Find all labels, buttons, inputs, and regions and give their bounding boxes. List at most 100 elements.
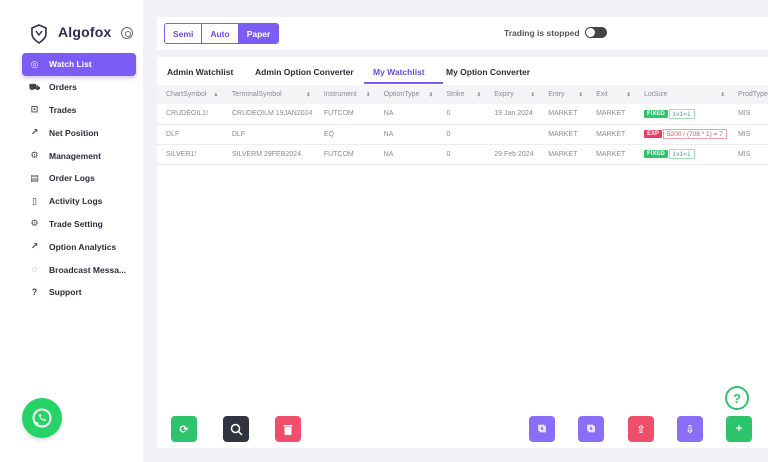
cart-icon: ⛟ — [28, 81, 41, 92]
cell-strike: 0 — [446, 110, 451, 118]
sidebar-item-watch-list[interactable]: ◎ Watch List — [22, 53, 136, 76]
watchlist-table: ChartSymbol ▲ TerminalSymbol ⬍ Instrument ⬍… — [157, 85, 768, 165]
cell-lot-size: FIXED 1x1=1 — [635, 144, 729, 164]
search-button[interactable] — [223, 416, 249, 442]
sidebar-item-net-position[interactable]: ↗ Net Position — [22, 121, 136, 144]
cell-strike: 0 — [446, 150, 451, 158]
sidebar-item-order-logs[interactable]: ▤ Order Logs — [22, 167, 136, 190]
cell-exit: MARKET — [596, 130, 626, 138]
cell-lot-size: FIXED 1x1=1 — [635, 104, 729, 124]
sort-icon: ⬍ — [476, 92, 482, 98]
copy-icon: ⧉ — [538, 422, 546, 435]
search-icon — [230, 423, 243, 436]
column-header[interactable]: Expiry ⬍ — [494, 91, 536, 98]
cell-option-type: NA — [383, 130, 394, 138]
sidebar-item-trades[interactable]: ⊡ Trades — [22, 99, 136, 122]
tab-my-watchlist[interactable]: My Watchlist — [373, 67, 425, 77]
sidebar-item-label: Management — [49, 150, 101, 161]
sidebar-item-management[interactable]: ⚙ Management — [22, 144, 136, 167]
cell-chart-symbol: DLF — [166, 130, 180, 138]
trend-icon: ↗ — [30, 127, 39, 138]
upload-button[interactable]: ⇧ — [628, 416, 654, 442]
gear-icon[interactable] — [121, 27, 133, 39]
sidebar-item-label: Support — [49, 287, 82, 298]
trash-icon — [283, 424, 293, 435]
column-header[interactable]: Strike ⬍ — [446, 91, 482, 98]
cell-prod-type: MIS — [737, 110, 751, 118]
eye-icon: ◎ — [30, 58, 39, 69]
lot-badge-fixed: FIXED — [644, 109, 668, 118]
copy-icon: ⧉ — [587, 422, 595, 435]
refresh-button[interactable]: ⟳ — [171, 416, 197, 442]
plus-icon: + — [735, 423, 743, 435]
sidebar-item-label: Order Logs — [49, 173, 95, 184]
column-header[interactable]: TerminalSymbol ⬍ — [231, 91, 311, 98]
cell-strike: 0 — [446, 130, 451, 138]
copy-button[interactable]: ⧉ — [529, 416, 555, 442]
sidebar-item-orders[interactable]: ⛟ Orders — [22, 76, 136, 99]
table-header-row: ChartSymbol ▲ TerminalSymbol ⬍ Instrument ⬍… — [157, 85, 768, 104]
table-row[interactable]: DLF DLF EQ NA 0 MARKET MARKET EXP 5200 / … — [157, 124, 768, 144]
trend-icon: ↗ — [30, 241, 39, 252]
column-header[interactable]: Exit ⬍ — [596, 91, 631, 98]
sort-icon: ⬍ — [578, 92, 584, 98]
column-header[interactable]: OptionType ⬍ — [383, 91, 434, 98]
mode-paper-button[interactable]: Paper — [238, 24, 279, 43]
active-tab-indicator — [364, 82, 443, 84]
sidebar-item-broadcast-messages[interactable]: ◌ Broadcast Messa... — [22, 258, 136, 281]
table-row[interactable]: SILVER1! SILVERM 29FEB2024 FUTCOM NA 0 2… — [157, 144, 768, 164]
sidebar-item-label: Trade Setting — [49, 218, 103, 229]
add-button[interactable]: + — [726, 416, 752, 442]
cog-icon: ⚙ — [30, 150, 39, 161]
brand-name: Algofox — [58, 24, 112, 40]
sidebar-item-label: Broadcast Messa... — [49, 264, 127, 275]
trading-toggle[interactable] — [585, 27, 607, 38]
sidebar-item-label: Orders — [49, 82, 77, 93]
cell-terminal-symbol: DLF — [231, 130, 246, 138]
sidebar-item-support[interactable]: ? Support — [22, 281, 136, 304]
cell-terminal-symbol: SILVERM 29FEB2024 — [231, 150, 301, 158]
cell-exit: MARKET — [596, 150, 626, 158]
cell-expiry — [485, 124, 539, 144]
book-icon: ▯ — [32, 195, 37, 206]
trading-mode-group: Semi Auto Paper — [164, 23, 280, 44]
cell-chart-symbol: SILVER1! — [166, 150, 197, 158]
column-header[interactable]: ChartSymbol ▲ — [166, 91, 219, 98]
column-header[interactable]: LotSize ⬍ — [644, 91, 725, 98]
delete-button[interactable] — [275, 416, 301, 442]
tab-admin-option-converter[interactable]: Admin Option Converter — [255, 67, 354, 77]
help-circle-icon: ? — [733, 390, 741, 406]
download-button[interactable]: ⇩ — [677, 416, 703, 442]
cell-entry: MARKET — [548, 110, 578, 118]
table-row[interactable]: CRUDEOIL1! CRUDEOILM 19JAN2024 FUTCOM NA… — [157, 104, 768, 124]
download-icon: ⇩ — [685, 423, 695, 436]
cell-instrument: EQ — [323, 130, 334, 138]
copy-button-2[interactable]: ⧉ — [578, 416, 604, 442]
cell-instrument: FUTCOM — [323, 110, 354, 118]
sidebar-nav: ◎ Watch List ⛟ Orders ⊡ Trades ↗ Net Pos… — [22, 53, 136, 304]
sidebar-item-activity-logs[interactable]: ▯ Activity Logs — [22, 190, 136, 213]
tab-admin-watchlist[interactable]: Admin Watchlist — [167, 67, 234, 77]
tab-my-option-converter[interactable]: My Option Converter — [446, 67, 531, 77]
refresh-icon: ⟳ — [179, 423, 189, 436]
chat-icon: ◌ — [31, 264, 38, 275]
column-header[interactable]: Instrument ⬍ — [323, 91, 371, 98]
mode-auto-button[interactable]: Auto — [202, 24, 239, 43]
column-header[interactable]: ProdType — [737, 91, 768, 98]
sidebar-item-trade-setting[interactable]: ⚙ Trade Setting — [22, 213, 136, 236]
cell-terminal-symbol: CRUDEOILM 19JAN2024 — [231, 110, 313, 118]
algofox-logo-icon — [31, 24, 47, 44]
sidebar-item-option-analytics[interactable]: ↗ Option Analytics — [22, 235, 136, 258]
top-bar: Semi Auto Paper Trading is stopped — [157, 17, 768, 50]
sidebar-item-label: Watch List — [49, 59, 92, 70]
cell-prod-type: MIS — [737, 130, 751, 138]
help-button[interactable]: ? — [725, 386, 749, 410]
column-header[interactable]: Entry ⬍ — [548, 91, 584, 98]
sort-icon: ⬍ — [305, 92, 311, 98]
cell-option-type: NA — [383, 110, 394, 118]
whatsapp-button[interactable] — [22, 398, 62, 438]
watchlist-tabs: Admin Watchlist Admin Option Converter M… — [157, 57, 768, 84]
mode-semi-button[interactable]: Semi — [165, 24, 203, 43]
cog-icon: ⚙ — [30, 218, 39, 229]
cell-lot-size: EXP 5200 / (708 * 1) = 7 — [635, 124, 729, 144]
